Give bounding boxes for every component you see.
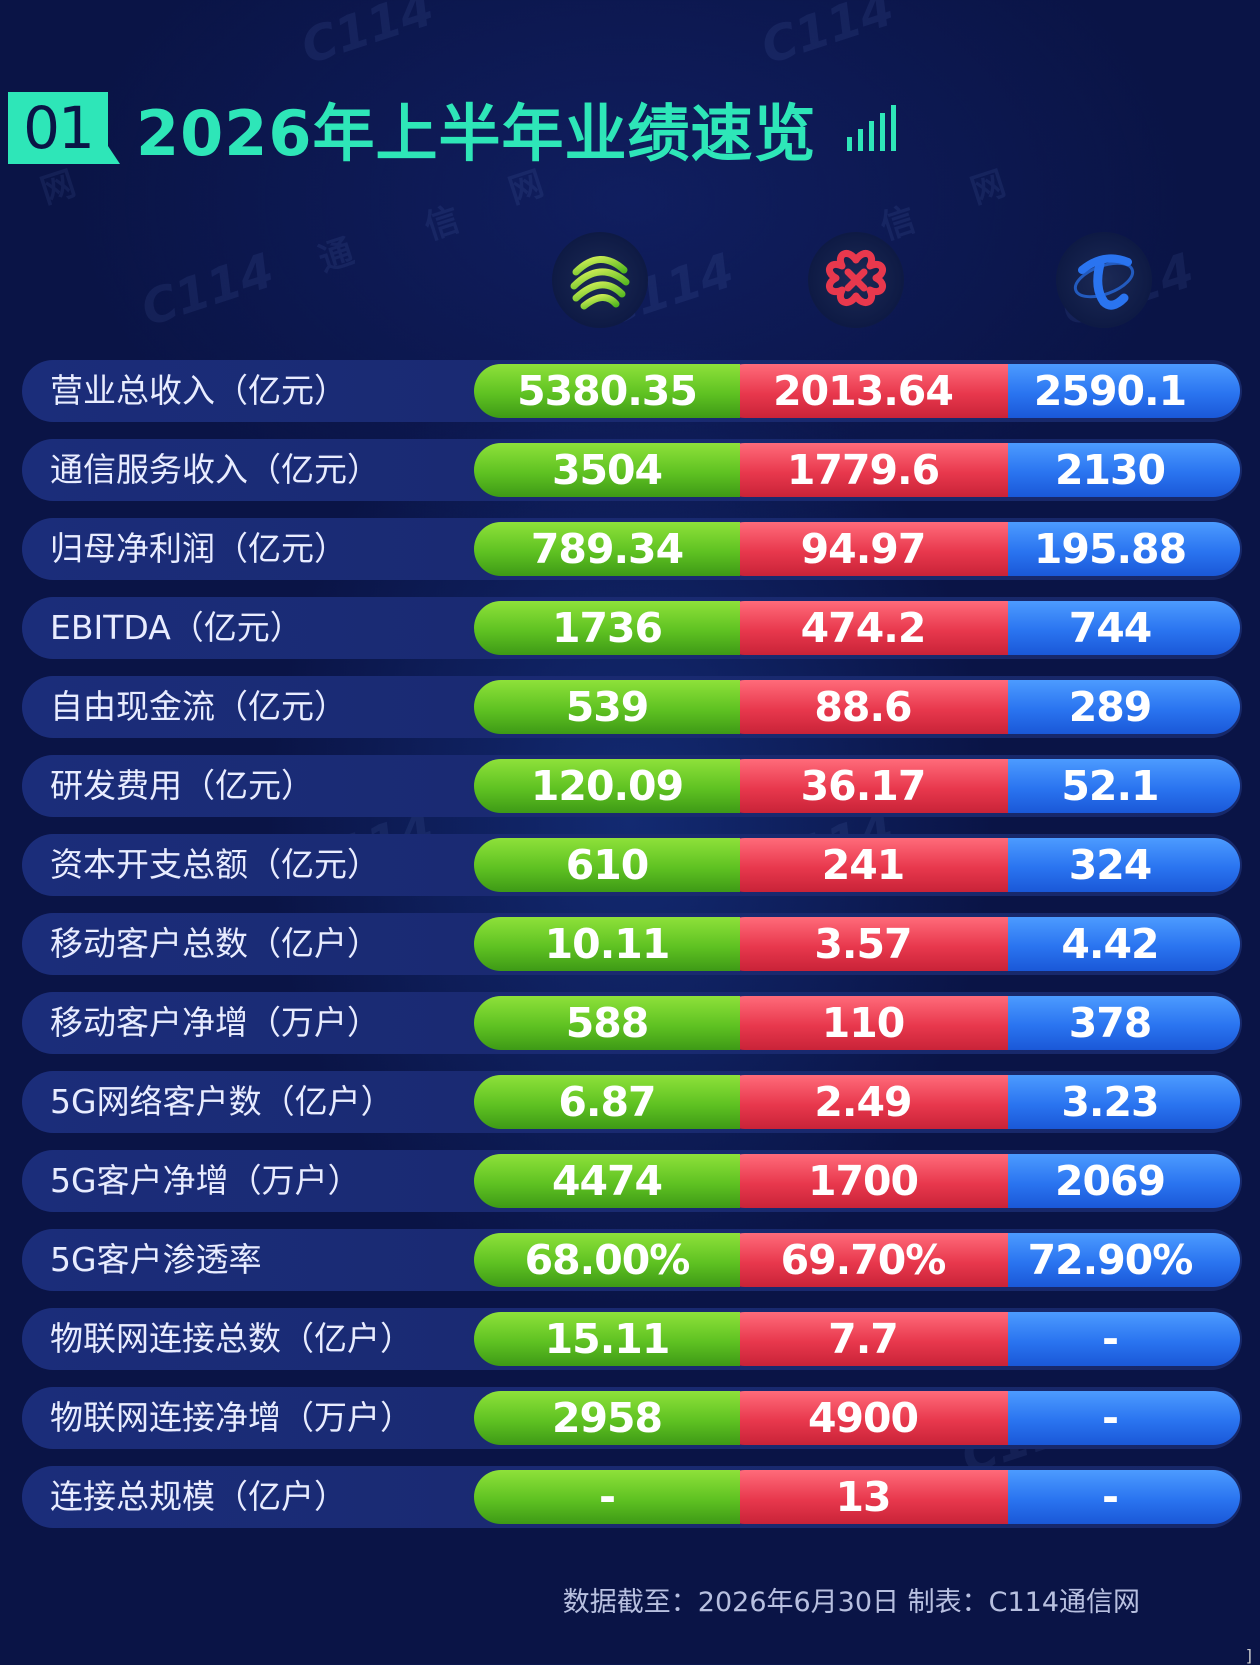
cell-china-unicom: 3.57 xyxy=(718,917,1008,971)
cell-china-mobile: - xyxy=(474,1470,740,1524)
table-row: 移动客户净增（万户） 378 110 588 xyxy=(22,992,1242,1054)
cell-china-unicom: 36.17 xyxy=(718,759,1008,813)
cell-china-unicom: 4900 xyxy=(718,1391,1008,1445)
watermark-char: 网 xyxy=(35,163,81,213)
cell-china-telecom: 2590.1 xyxy=(980,364,1240,418)
table-row: 营业总收入（亿元） 2590.1 2013.64 5380.35 xyxy=(22,360,1242,422)
cell-china-telecom: 2130 xyxy=(980,443,1240,497)
row-label: 连接总规模（亿户） xyxy=(50,1477,347,1516)
cell-china-mobile: 3504 xyxy=(474,443,740,497)
row-label: 物联网连接总数（亿户） xyxy=(50,1319,413,1358)
cell-china-mobile: 1736 xyxy=(474,601,740,655)
cell-china-telecom: 195.88 xyxy=(980,522,1240,576)
cell-china-unicom: 110 xyxy=(718,996,1008,1050)
cell-china-telecom: 744 xyxy=(980,601,1240,655)
table-row: 资本开支总额（亿元） 324 241 610 xyxy=(22,834,1242,896)
cell-china-unicom: 2013.64 xyxy=(718,364,1008,418)
cell-china-unicom: 1779.6 xyxy=(718,443,1008,497)
cell-china-telecom: 289 xyxy=(980,680,1240,734)
cell-china-unicom: 88.6 xyxy=(718,680,1008,734)
cell-china-telecom: 2069 xyxy=(980,1154,1240,1208)
metrics-table: 营业总收入（亿元） 2590.1 2013.64 5380.35 通信服务收入（亿元） 2… xyxy=(22,360,1242,1545)
row-label: 研发费用（亿元） xyxy=(50,766,314,805)
signal-bars-icon xyxy=(846,105,896,151)
table-row: 归母净利润（亿元） 195.88 94.97 789.34 xyxy=(22,518,1242,580)
corner-mark: ] xyxy=(1245,1646,1252,1665)
cell-china-mobile: 120.09 xyxy=(474,759,740,813)
row-label: 5G客户渗透率 xyxy=(50,1240,262,1279)
table-row: 连接总规模（亿户） -13- xyxy=(22,1466,1242,1528)
page-title: 2026年上半年业绩速览 xyxy=(136,97,817,170)
row-label: 通信服务收入（亿元） xyxy=(50,450,380,489)
cell-china-unicom: 474.2 xyxy=(718,601,1008,655)
china-unicom-logo-icon xyxy=(808,232,904,328)
table-row: 5G客户净增（万户） 2069 1700 4474 xyxy=(22,1150,1242,1212)
cell-china-unicom: 69.70% xyxy=(718,1233,1008,1287)
row-label: 移动客户净增（万户） xyxy=(50,1003,380,1042)
table-row: 5G网络客户数（亿户） 3.23 2.49 6.87 xyxy=(22,1071,1242,1133)
table-row: 物联网连接净增（万户） -4900 2958 xyxy=(22,1387,1242,1449)
cell-china-mobile: 68.00% xyxy=(474,1233,740,1287)
cell-china-mobile: 15.11 xyxy=(474,1312,740,1366)
cell-china-mobile: 610 xyxy=(474,838,740,892)
table-row: 物联网连接总数（亿户） -7.7 15.11 xyxy=(22,1308,1242,1370)
cell-china-telecom: 3.23 xyxy=(980,1075,1240,1129)
row-label: 自由现金流（亿元） xyxy=(50,687,347,726)
cell-china-unicom: 13 xyxy=(718,1470,1008,1524)
cell-china-telecom: 4.42 xyxy=(980,917,1240,971)
page-header: 01 2026年上半年业绩速览 xyxy=(8,92,896,170)
watermark-char: 通 xyxy=(313,231,359,281)
china-telecom-logo-icon xyxy=(1056,232,1152,328)
table-row: 研发费用（亿元） 52.1 36.17 120.09 xyxy=(22,755,1242,817)
row-label: EBITDA（亿元） xyxy=(50,608,303,647)
cell-china-telecom: - xyxy=(980,1470,1240,1524)
row-label: 资本开支总额（亿元） xyxy=(50,845,380,884)
cell-china-unicom: 1700 xyxy=(718,1154,1008,1208)
table-row: 5G客户渗透率 72.90% 69.70% 68.00% xyxy=(22,1229,1242,1291)
watermark-char: 网 xyxy=(965,163,1011,213)
cell-china-mobile: 588 xyxy=(474,996,740,1050)
footer-source: 数据截至：2026年6月30日 制表：C114通信网 xyxy=(562,1587,1140,1618)
cell-china-unicom: 94.97 xyxy=(718,522,1008,576)
watermark-brand: C114 xyxy=(294,0,441,76)
section-number: 01 xyxy=(23,94,95,162)
row-label: 5G网络客户数（亿户） xyxy=(50,1082,394,1121)
row-label: 归母净利润（亿元） xyxy=(50,529,347,568)
china-mobile-logo-icon xyxy=(552,232,648,328)
cell-china-unicom: 7.7 xyxy=(718,1312,1008,1366)
cell-china-telecom: 72.90% xyxy=(980,1233,1240,1287)
watermark-brand: C114 xyxy=(134,242,281,338)
row-label: 物联网连接净增（万户） xyxy=(50,1398,413,1437)
cell-china-telecom: - xyxy=(980,1391,1240,1445)
cell-china-mobile: 5380.35 xyxy=(474,364,740,418)
watermark-char: 信 xyxy=(419,199,465,249)
table-row: 自由现金流（亿元） 289 88.6 539 xyxy=(22,676,1242,738)
row-label: 5G客户净增（万户） xyxy=(50,1161,361,1200)
section-number-badge: 01 xyxy=(8,92,120,164)
cell-china-mobile: 6.87 xyxy=(474,1075,740,1129)
cell-china-mobile: 539 xyxy=(474,680,740,734)
cell-china-unicom: 2.49 xyxy=(718,1075,1008,1129)
cell-china-mobile: 4474 xyxy=(474,1154,740,1208)
table-row: EBITDA（亿元） 744 474.2 1736 xyxy=(22,597,1242,659)
cell-china-mobile: 789.34 xyxy=(474,522,740,576)
watermark-brand: C114 xyxy=(754,0,901,76)
cell-china-telecom: 324 xyxy=(980,838,1240,892)
cell-china-unicom: 241 xyxy=(718,838,1008,892)
table-row: 通信服务收入（亿元） 2130 1779.6 3504 xyxy=(22,439,1242,501)
cell-china-mobile: 10.11 xyxy=(474,917,740,971)
cell-china-telecom: 52.1 xyxy=(980,759,1240,813)
cell-china-mobile: 2958 xyxy=(474,1391,740,1445)
cell-china-telecom: - xyxy=(980,1312,1240,1366)
table-row: 移动客户总数（亿户） 4.42 3.57 10.11 xyxy=(22,913,1242,975)
row-label: 营业总收入（亿元） xyxy=(50,371,347,410)
row-label: 移动客户总数（亿户） xyxy=(50,924,380,963)
cell-china-telecom: 378 xyxy=(980,996,1240,1050)
